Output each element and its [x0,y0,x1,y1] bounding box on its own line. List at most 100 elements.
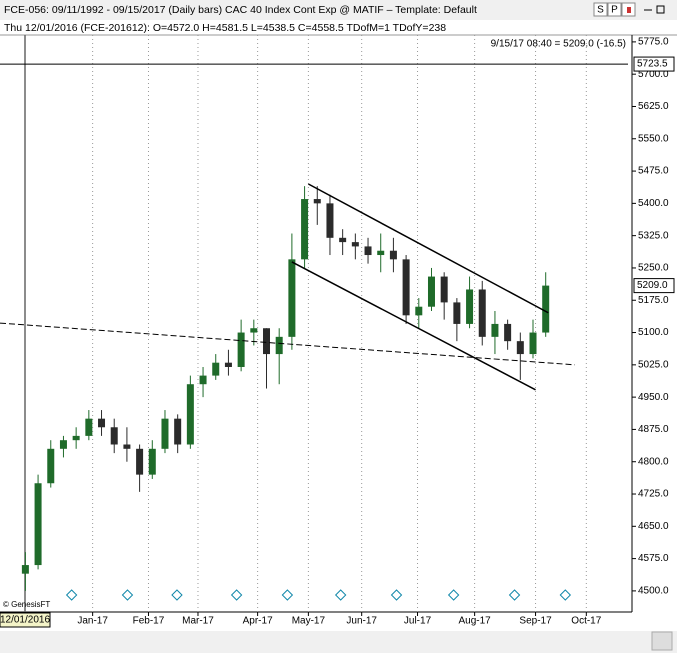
candle-body [313,199,321,204]
candle-body [516,341,524,355]
y-tick-label: 4725.0 [638,489,669,500]
y-tick-label: 4575.0 [638,553,669,564]
trendline [291,261,536,391]
y-tick-label: 5625.0 [638,101,669,112]
candle-body [389,250,397,260]
candle-body [21,565,29,574]
candle-body [275,336,283,355]
x-tick-label: Aug-17 [459,616,492,627]
candle-body [529,332,537,355]
candle-body [148,448,156,475]
event-icon[interactable] [559,589,572,601]
candle-body [174,418,182,445]
candle-body [161,418,169,449]
y-tick-label: 5550.0 [638,133,669,144]
candle-body [478,289,486,337]
y-tick-label: 5325.0 [638,230,669,241]
candle-body [224,362,232,367]
price-label: 5209.0 [637,280,668,291]
cursor-label: 12/01/2016 [0,615,50,626]
maximize-icon[interactable] [656,5,665,14]
candle-body [453,302,461,324]
y-tick-label: 5475.0 [638,166,669,177]
candle-body [85,418,93,436]
x-tick-label: Sep-17 [519,616,552,627]
candle-body [364,246,372,256]
y-tick-label: 4950.0 [638,392,669,403]
last-quote: 9/15/17 08:40 = 5209.0 (-16.5) [491,39,626,50]
chart-subheader: Thu 12/01/2016 (FCE-201612): O=4572.0 H=… [4,22,446,34]
event-icon[interactable] [121,589,134,601]
candle-body [288,259,296,337]
x-tick-label: Feb-17 [133,616,165,627]
candle-body [186,384,194,445]
cursor-box [0,612,51,628]
event-icon[interactable] [334,589,347,601]
toolbar: S P [593,2,665,17]
y-tick-label: 5250.0 [638,263,669,274]
x-tick-label: Jan-17 [77,616,108,627]
x-tick-label: May-17 [292,616,326,627]
y-tick-label: 4800.0 [638,456,669,467]
candle-body [504,323,512,342]
price-label: 5723.5 [637,59,668,70]
candle-body [212,362,220,376]
button-label[interactable]: P [611,5,618,16]
button-label[interactable]: S [597,5,604,16]
candle-body [440,276,448,303]
candle-body [250,328,258,333]
event-icon[interactable] [281,589,294,601]
event-icon[interactable] [508,589,521,601]
candle-body [427,276,435,307]
candle-body [263,328,271,355]
scrollbar[interactable] [0,631,677,653]
candle-body [339,237,347,243]
y-tick-label: 4650.0 [638,521,669,532]
x-tick-label: Mar-17 [182,616,214,627]
candle-body [351,242,359,247]
price-label-box [633,278,675,294]
y-tick-label: 5175.0 [638,295,669,306]
candle-body [326,203,334,238]
price-label-box [633,56,675,72]
x-tick-label: Oct-17 [571,616,601,627]
chart-header: FCE-056: 09/11/1992 - 09/15/2017 (Daily … [4,4,477,16]
event-icon[interactable] [65,589,78,601]
candle-body [491,323,499,337]
candle-body [72,435,80,441]
event-icon[interactable] [390,589,403,601]
credit: © GenesisFT [3,600,50,609]
icon [627,7,631,13]
title-bar [0,0,677,20]
candle-body [136,448,144,475]
candle-body [110,427,118,445]
candle-body [237,332,245,367]
candle-body [98,418,106,428]
candle-body [301,199,309,260]
candle-body [466,289,474,324]
y-tick-label: 5025.0 [638,359,669,370]
x-tick-label: Apr-17 [243,616,273,627]
y-tick-label: 5100.0 [638,327,669,338]
x-tick-label: Jul-17 [404,616,432,627]
button[interactable] [607,2,622,17]
y-tick-label: 5700.0 [638,69,669,80]
candle-body [59,440,67,449]
x-tick-label: Jun-17 [346,616,377,627]
candle-body [415,306,423,316]
candle-body [542,285,550,333]
y-tick-label: 4500.0 [638,586,669,597]
button[interactable] [593,2,608,17]
candle-body [402,259,410,316]
candle-body [34,483,42,566]
event-icon[interactable] [447,589,460,601]
event-icon[interactable] [230,589,243,601]
trendline [0,322,575,366]
event-icon[interactable] [171,589,183,601]
candle-body [47,448,55,484]
trendline [308,183,549,314]
scroll-button[interactable] [651,631,673,651]
y-tick-label: 4875.0 [638,424,669,435]
y-tick-label: 5775.0 [638,37,669,48]
